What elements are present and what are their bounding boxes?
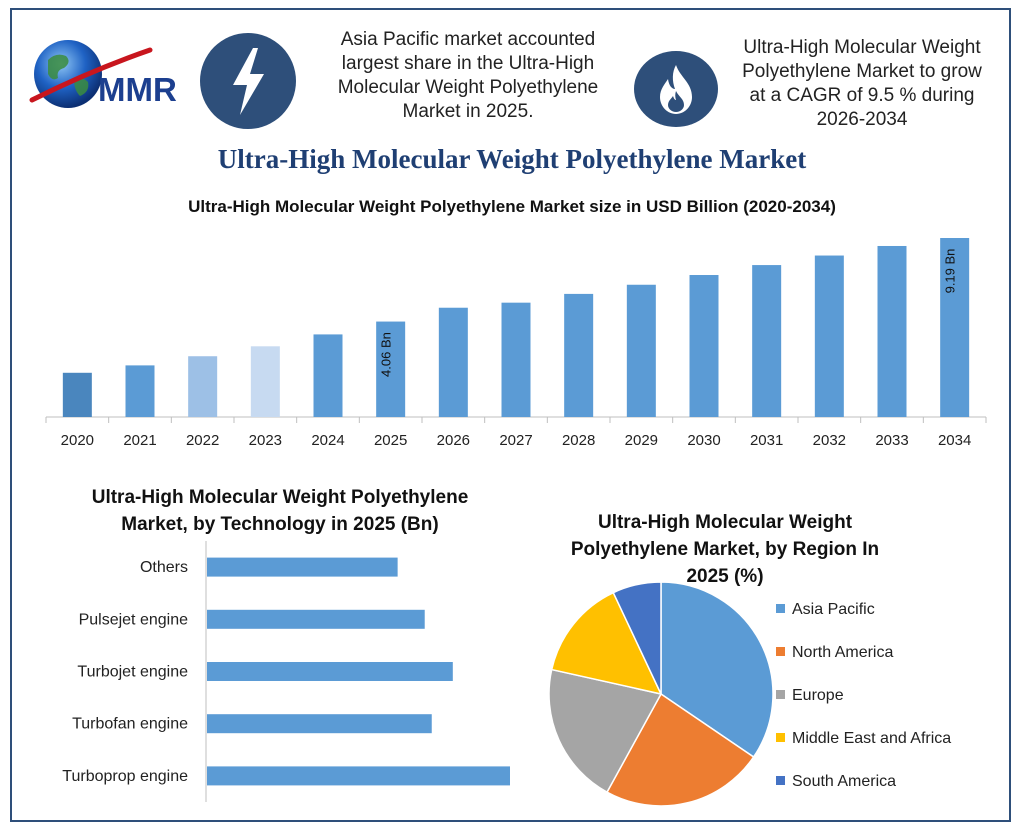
cagr-note: Ultra-High Molecular Weight Polyethylene… — [742, 37, 982, 130]
flame-icon — [634, 51, 718, 127]
infographic-frame — [10, 8, 1011, 822]
asia-pacific-note: Asia Pacific market accounted largest sh… — [337, 29, 599, 122]
technology-chart-title: Ultra-High Molecular Weight Polyethylene… — [91, 487, 469, 535]
market-size-chart-title: Ultra-High Molecular Weight Polyethylene… — [188, 197, 836, 216]
logo-text: MMR — [98, 71, 177, 108]
region-chart-title: Ultra-High Molecular Weight Polyethylene… — [570, 512, 880, 587]
page-title: Ultra-High Molecular Weight Polyethylene… — [217, 144, 807, 174]
lightning-bolt-icon — [200, 33, 296, 129]
mmr-logo: MMR — [29, 40, 177, 108]
